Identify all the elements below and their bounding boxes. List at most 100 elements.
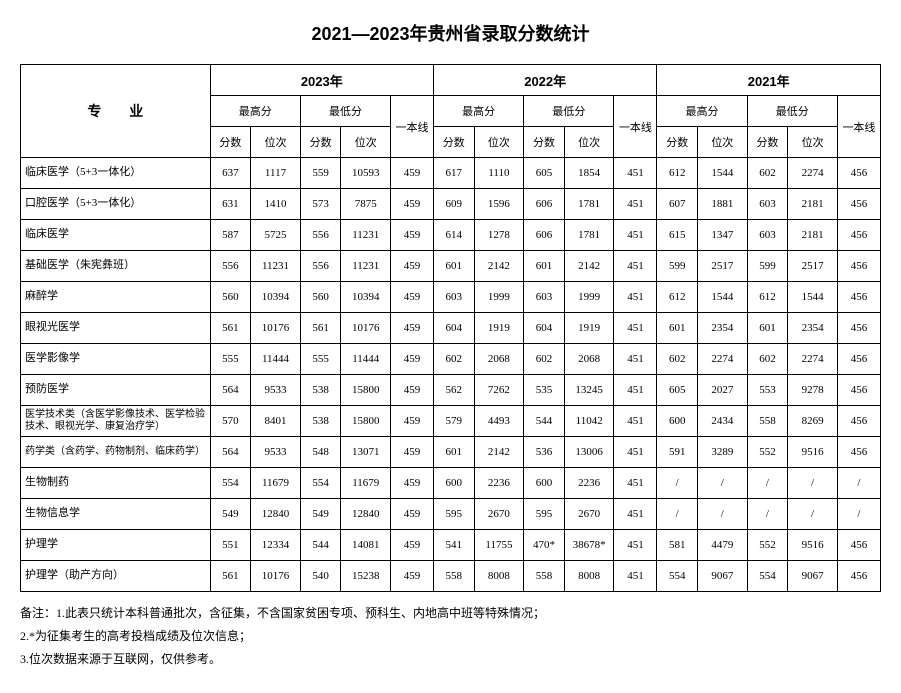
cell-value: 595 [524, 499, 565, 530]
table-row: 生物信息学54912840549128404595952670595267045… [21, 499, 881, 530]
cell-value: / [837, 468, 880, 499]
cell-value: 554 [210, 468, 251, 499]
cell-value: 549 [300, 499, 341, 530]
cell-major: 生物制药 [21, 468, 211, 499]
table-row: 医学技术类（含医学影像技术、医学检验技术、眼视光学、康复治疗学）57084015… [21, 406, 881, 437]
cell-value: 451 [614, 189, 657, 220]
cell-value: 8008 [474, 561, 524, 592]
cell-value: 9516 [788, 437, 838, 468]
cell-major: 药学类（含药学、药物制剂、临床药学） [21, 437, 211, 468]
cell-value: 1347 [698, 220, 748, 251]
cell-value: 459 [391, 499, 434, 530]
cell-value: 603 [524, 282, 565, 313]
cell-value: 7262 [474, 375, 524, 406]
cell-value: 456 [837, 375, 880, 406]
col-rank: 位次 [474, 127, 524, 158]
cell-value: 5725 [251, 220, 301, 251]
col-rank: 位次 [341, 127, 391, 158]
cell-value: 560 [300, 282, 341, 313]
score-table: 专 业 2023年 2022年 2021年 最高分 最低分 一本线 最高分 最低… [20, 64, 881, 592]
cell-value: 451 [614, 158, 657, 189]
cell-value: 2354 [788, 313, 838, 344]
cell-value: 9278 [788, 375, 838, 406]
cell-value: 2236 [474, 468, 524, 499]
cell-value: 2142 [564, 251, 614, 282]
cell-value: 1919 [474, 313, 524, 344]
cell-value: / [788, 499, 838, 530]
cell-value: 573 [300, 189, 341, 220]
cell-value: 2434 [698, 406, 748, 437]
cell-value: 602 [747, 158, 788, 189]
cell-value: 544 [524, 406, 565, 437]
cell-value: 609 [433, 189, 474, 220]
cell-value: 459 [391, 437, 434, 468]
cell-value: 11755 [474, 530, 524, 561]
cell-major: 预防医学 [21, 375, 211, 406]
cell-value: 604 [524, 313, 565, 344]
cell-value: 606 [524, 220, 565, 251]
cell-value: 561 [300, 313, 341, 344]
cell-value: 602 [524, 344, 565, 375]
cell-major: 基础医学（朱宪彝班） [21, 251, 211, 282]
cell-value: 607 [657, 189, 698, 220]
cell-value: 1781 [564, 189, 614, 220]
cell-value: 2068 [564, 344, 614, 375]
cell-value: 581 [657, 530, 698, 561]
cell-value: 2670 [564, 499, 614, 530]
cell-value: 538 [300, 375, 341, 406]
table-row: 麻醉学5601039456010394459603199960319994516… [21, 282, 881, 313]
cell-value: 456 [837, 561, 880, 592]
cell-value: 599 [657, 251, 698, 282]
cell-value: 560 [210, 282, 251, 313]
cell-value: 3289 [698, 437, 748, 468]
col-cutoff: 一本线 [837, 96, 880, 158]
notes: 备注：1.此表只统计本科普通批次，含征集，不含国家贫困专项、预科生、内地高中班等… [20, 602, 881, 670]
cell-value: / [657, 499, 698, 530]
cell-value: 554 [747, 561, 788, 592]
cell-value: 554 [300, 468, 341, 499]
col-score: 分数 [657, 127, 698, 158]
cell-major: 临床医学 [21, 220, 211, 251]
cell-value: 552 [747, 530, 788, 561]
cell-value: 456 [837, 406, 880, 437]
cell-value: 456 [837, 158, 880, 189]
cell-value: 456 [837, 251, 880, 282]
col-high: 最高分 [210, 96, 300, 127]
cell-value: 602 [657, 344, 698, 375]
cell-value: 451 [614, 251, 657, 282]
cell-value: 15800 [341, 406, 391, 437]
cell-major: 护理学（助产方向） [21, 561, 211, 592]
cell-value: 15800 [341, 375, 391, 406]
cell-major: 临床医学（5+3一体化） [21, 158, 211, 189]
col-year-2023: 2023年 [210, 65, 433, 96]
cell-value: 552 [747, 437, 788, 468]
cell-value: 451 [614, 220, 657, 251]
cell-value: 600 [433, 468, 474, 499]
cell-value: 7875 [341, 189, 391, 220]
cell-value: 12334 [251, 530, 301, 561]
col-low: 最低分 [524, 96, 614, 127]
col-low: 最低分 [300, 96, 390, 127]
cell-value: 451 [614, 375, 657, 406]
cell-value: 556 [300, 220, 341, 251]
cell-value: 1278 [474, 220, 524, 251]
cell-value: 612 [657, 158, 698, 189]
cell-value: / [837, 499, 880, 530]
cell-value: 459 [391, 189, 434, 220]
col-score: 分数 [300, 127, 341, 158]
cell-value: 612 [747, 282, 788, 313]
cell-value: 459 [391, 158, 434, 189]
cell-value: 14081 [341, 530, 391, 561]
cell-value: 9533 [251, 437, 301, 468]
cell-value: 8269 [788, 406, 838, 437]
cell-major: 医学技术类（含医学影像技术、医学检验技术、眼视光学、康复治疗学） [21, 406, 211, 437]
cell-value: 11231 [341, 251, 391, 282]
note-line: 3.位次数据来源于互联网，仅供参考。 [20, 648, 881, 671]
cell-value: 10593 [341, 158, 391, 189]
cell-value: 599 [747, 251, 788, 282]
cell-value: 601 [657, 313, 698, 344]
cell-value: 603 [747, 220, 788, 251]
cell-value: 2142 [474, 251, 524, 282]
cell-value: 10394 [341, 282, 391, 313]
cell-value: 4479 [698, 530, 748, 561]
